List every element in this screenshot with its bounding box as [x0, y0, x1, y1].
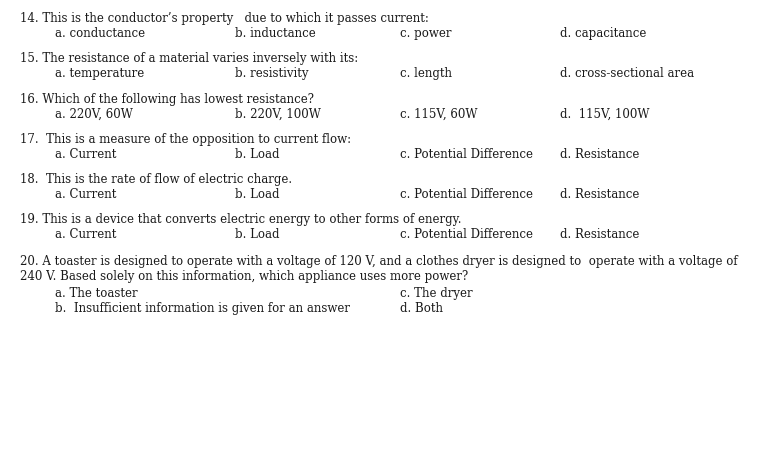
Text: 18.  This is the rate of flow of electric charge.: 18. This is the rate of flow of electric…	[20, 173, 292, 186]
Text: a. The toaster: a. The toaster	[55, 287, 138, 300]
Text: c. power: c. power	[400, 27, 451, 40]
Text: b.  Insufficient information is given for an answer: b. Insufficient information is given for…	[55, 302, 350, 315]
Text: d. Resistance: d. Resistance	[560, 228, 639, 241]
Text: b. Load: b. Load	[235, 188, 280, 201]
Text: b. inductance: b. inductance	[235, 27, 316, 40]
Text: b. Load: b. Load	[235, 148, 280, 161]
Text: a. Current: a. Current	[55, 228, 116, 241]
Text: c. Potential Difference: c. Potential Difference	[400, 228, 533, 241]
Text: d. Both: d. Both	[400, 302, 443, 315]
Text: a. 220V, 60W: a. 220V, 60W	[55, 108, 133, 121]
Text: c. The dryer: c. The dryer	[400, 287, 473, 300]
Text: 20. A toaster is designed to operate with a voltage of 120 V, and a clothes drye: 20. A toaster is designed to operate wit…	[20, 255, 738, 268]
Text: d. Resistance: d. Resistance	[560, 188, 639, 201]
Text: c. 115V, 60W: c. 115V, 60W	[400, 108, 477, 121]
Text: a. Current: a. Current	[55, 188, 116, 201]
Text: a. temperature: a. temperature	[55, 67, 144, 80]
Text: d. cross-sectional area: d. cross-sectional area	[560, 67, 694, 80]
Text: 17.  This is a measure of the opposition to current flow:: 17. This is a measure of the opposition …	[20, 133, 351, 146]
Text: a. Current: a. Current	[55, 148, 116, 161]
Text: 19. This is a device that converts electric energy to other forms of energy.: 19. This is a device that converts elect…	[20, 213, 461, 226]
Text: 14. This is the conductor’s property   due to which it passes current:: 14. This is the conductor’s property due…	[20, 12, 429, 25]
Text: d. capacitance: d. capacitance	[560, 27, 646, 40]
Text: d. Resistance: d. Resistance	[560, 148, 639, 161]
Text: c. Potential Difference: c. Potential Difference	[400, 188, 533, 201]
Text: d.  115V, 100W: d. 115V, 100W	[560, 108, 650, 121]
Text: b. resistivity: b. resistivity	[235, 67, 309, 80]
Text: 16. Which of the following has lowest resistance?: 16. Which of the following has lowest re…	[20, 93, 314, 106]
Text: 240 V. Based solely on this information, which appliance uses more power?: 240 V. Based solely on this information,…	[20, 270, 468, 283]
Text: b. Load: b. Load	[235, 228, 280, 241]
Text: c. length: c. length	[400, 67, 452, 80]
Text: 15. The resistance of a material varies inversely with its:: 15. The resistance of a material varies …	[20, 52, 358, 65]
Text: c. Potential Difference: c. Potential Difference	[400, 148, 533, 161]
Text: a. conductance: a. conductance	[55, 27, 145, 40]
Text: b. 220V, 100W: b. 220V, 100W	[235, 108, 321, 121]
